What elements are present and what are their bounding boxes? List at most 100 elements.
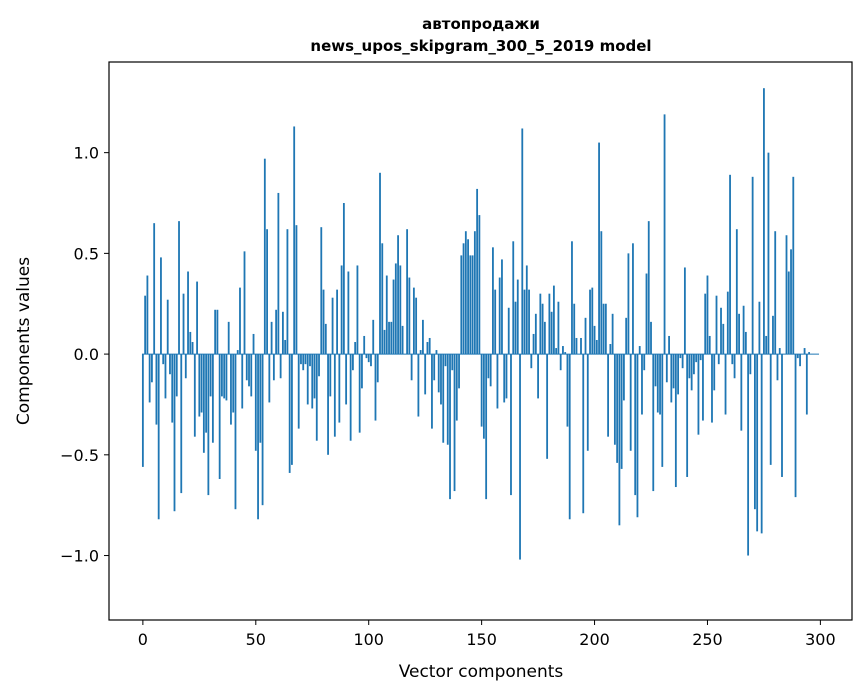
bar-167 [519, 354, 521, 560]
bar-154 [489, 354, 492, 387]
bar-34 [218, 354, 221, 479]
bar-100 [367, 354, 370, 363]
bar-210 [616, 354, 619, 463]
bar-239 [681, 354, 684, 369]
bar-124 [422, 319, 424, 355]
bar-147 [473, 231, 476, 355]
bar-66 [291, 354, 293, 465]
bar-138 [453, 354, 456, 492]
bar-17 [180, 354, 183, 494]
y-axis-ticks: −1.0 −0.5 0.0 0.5 1.0 [60, 144, 109, 566]
bar-155 [492, 247, 494, 355]
bar-133 [442, 354, 445, 443]
bar-102 [372, 319, 375, 355]
bar-64 [286, 229, 289, 355]
bar-42 [236, 350, 239, 355]
bar-264 [738, 313, 740, 355]
bar-270 [751, 176, 754, 355]
bar-163 [510, 354, 512, 496]
bar-189 [568, 354, 571, 520]
bar-7 [157, 354, 160, 520]
bar-129 [433, 354, 436, 381]
bar-243 [690, 354, 693, 391]
bar-199 [591, 287, 594, 355]
bar-144 [467, 239, 469, 355]
x-tick-label: 250 [692, 630, 723, 649]
bar-268 [747, 354, 750, 556]
bar-114 [399, 265, 402, 355]
bar-119 [410, 354, 413, 381]
bar-153 [487, 354, 490, 379]
bar-68 [295, 225, 298, 355]
bar-145 [469, 255, 472, 355]
bar-151 [482, 354, 485, 439]
bar-261 [731, 354, 734, 365]
bar-187 [564, 352, 567, 355]
bar-160 [503, 354, 506, 403]
bar-75 [311, 354, 314, 409]
bar-105 [379, 172, 381, 355]
bar-84 [331, 297, 334, 355]
bar-27 [202, 354, 205, 453]
bar-31 [211, 354, 214, 443]
bar-273 [758, 301, 761, 355]
bar-135 [446, 354, 449, 445]
bar-258 [724, 354, 727, 415]
bar-130 [435, 350, 438, 355]
bar-271 [753, 354, 756, 510]
bar-131 [437, 354, 440, 393]
bar-254 [715, 295, 718, 355]
y-tick-label: −1.0 [60, 547, 99, 566]
x-tick-label: 100 [353, 630, 384, 649]
bar-245 [695, 354, 698, 363]
bar-265 [740, 354, 743, 431]
bar-192 [575, 337, 578, 355]
bar-69 [297, 354, 300, 429]
bar-171 [528, 289, 530, 355]
bar-256 [720, 307, 722, 355]
bar-249 [704, 293, 707, 355]
bar-241 [686, 354, 689, 477]
bar-3 [148, 354, 151, 403]
bar-89 [342, 203, 345, 355]
bar-55 [266, 229, 268, 355]
bar-276 [765, 335, 768, 355]
bar-198 [589, 289, 591, 355]
bar-115 [401, 325, 404, 355]
bar-202 [598, 142, 600, 355]
bar-159 [501, 259, 503, 355]
bar-118 [408, 277, 411, 355]
bar-36 [223, 354, 226, 399]
bar-45 [243, 251, 246, 355]
bar-74 [309, 354, 311, 367]
bar-209 [613, 354, 616, 445]
bar-204 [602, 303, 605, 355]
bar-50 [254, 354, 257, 451]
bar-221 [641, 354, 643, 415]
bar-244 [693, 354, 695, 375]
bar-195 [582, 354, 585, 514]
bar-38 [227, 321, 230, 355]
bar-219 [636, 354, 639, 518]
bar-185 [559, 354, 562, 371]
bar-99 [365, 354, 368, 359]
bar-51 [257, 354, 259, 520]
bar-67 [293, 126, 296, 355]
bar-13 [171, 354, 174, 423]
bar-246 [697, 354, 700, 435]
bar-259 [726, 291, 729, 355]
bar-16 [178, 221, 180, 355]
bar-168 [521, 128, 524, 355]
bar-253 [713, 354, 716, 391]
bar-146 [471, 255, 474, 355]
bar-59 [275, 309, 278, 355]
bar-158 [498, 277, 501, 355]
bar-90 [345, 354, 348, 405]
bar-266 [742, 305, 745, 355]
bar-28 [205, 354, 208, 433]
bar-54 [263, 158, 266, 355]
bar-220 [638, 346, 641, 355]
bar-234 [670, 354, 673, 403]
bar-247 [699, 354, 702, 361]
bar-203 [600, 231, 603, 355]
